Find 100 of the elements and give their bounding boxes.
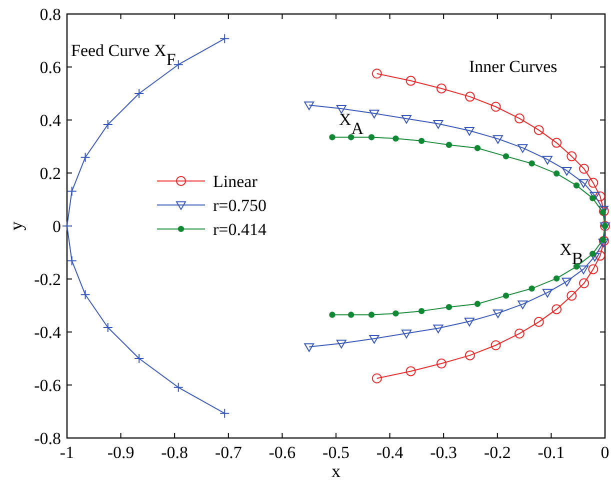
point xyxy=(134,88,144,98)
y-tick-label: -0.8 xyxy=(34,429,61,448)
point xyxy=(392,135,399,142)
point xyxy=(304,102,314,110)
point xyxy=(553,275,560,282)
legend-label: r=0.414 xyxy=(213,220,267,239)
point xyxy=(220,408,230,418)
point xyxy=(418,138,425,144)
point xyxy=(502,153,510,160)
point xyxy=(562,278,572,286)
point xyxy=(502,292,510,299)
point xyxy=(595,191,606,202)
point xyxy=(579,278,590,288)
point xyxy=(401,330,412,338)
point xyxy=(552,138,562,148)
point xyxy=(552,304,562,314)
point xyxy=(336,340,346,348)
point xyxy=(336,104,346,114)
point xyxy=(392,310,399,317)
y-tick-label: 0.8 xyxy=(40,5,61,24)
x-axis-title: x xyxy=(332,461,340,481)
y-tick-label: 0.6 xyxy=(40,58,61,77)
point xyxy=(433,120,444,129)
point xyxy=(80,290,90,300)
point xyxy=(542,288,552,298)
point xyxy=(588,264,598,274)
x-tick-label: -0.2 xyxy=(484,443,511,462)
y-axis-title: y xyxy=(6,222,26,230)
point xyxy=(436,83,446,94)
point xyxy=(220,34,230,44)
y-tick-label: -0.6 xyxy=(34,376,61,395)
point xyxy=(102,120,113,130)
point xyxy=(369,334,380,344)
point xyxy=(553,170,560,177)
legend-label: r=0.750 xyxy=(213,196,266,215)
point xyxy=(348,312,354,318)
point xyxy=(406,366,416,376)
point xyxy=(464,350,475,360)
point xyxy=(102,322,113,332)
point xyxy=(528,160,535,167)
point xyxy=(518,300,528,310)
x-tick-label: -0.3 xyxy=(430,443,458,462)
point xyxy=(590,192,600,201)
point xyxy=(566,290,577,301)
point xyxy=(534,316,544,327)
point xyxy=(372,373,382,384)
y-tick-label: 0.4 xyxy=(40,111,62,130)
point xyxy=(528,285,535,292)
point xyxy=(406,76,416,86)
x-tick-label: -0.8 xyxy=(161,443,188,462)
point xyxy=(368,134,375,140)
x-tick-label: -0.4 xyxy=(376,443,404,462)
point xyxy=(80,152,90,162)
point xyxy=(372,68,382,79)
x-tick-label: -0.9 xyxy=(107,443,134,462)
point xyxy=(66,256,77,266)
point xyxy=(573,182,580,189)
y-tick-label: 0 xyxy=(52,217,61,236)
point xyxy=(329,134,336,140)
point xyxy=(464,318,474,326)
point xyxy=(436,358,446,369)
x-tick-label: -1 xyxy=(60,443,74,462)
point xyxy=(304,343,314,352)
point xyxy=(464,126,474,136)
point xyxy=(598,236,609,246)
point xyxy=(446,304,452,310)
point xyxy=(474,300,481,308)
point xyxy=(446,142,452,148)
point xyxy=(518,144,528,153)
point xyxy=(173,382,184,392)
point xyxy=(566,151,577,162)
point xyxy=(348,134,354,140)
point xyxy=(464,92,475,102)
point xyxy=(492,135,503,144)
point xyxy=(401,115,412,124)
point xyxy=(542,156,552,164)
point xyxy=(578,179,588,188)
point xyxy=(598,238,608,248)
legend-label: Linear xyxy=(213,172,258,191)
point xyxy=(134,354,144,364)
point xyxy=(418,308,425,314)
y-tick-label: -0.4 xyxy=(34,323,62,342)
point xyxy=(562,166,572,176)
point xyxy=(66,186,77,196)
point xyxy=(534,125,544,136)
x-tick-label: -0.5 xyxy=(322,443,350,462)
point xyxy=(588,178,598,188)
point xyxy=(490,340,501,350)
point xyxy=(329,312,336,318)
x-tick-label: -0.1 xyxy=(538,443,565,462)
x-tick-label: 0 xyxy=(600,443,610,462)
point xyxy=(590,250,596,257)
point xyxy=(578,266,588,274)
point xyxy=(514,328,524,339)
point xyxy=(368,312,375,318)
point xyxy=(595,250,606,261)
point xyxy=(474,144,481,152)
annotation: Inner Curves xyxy=(469,57,558,76)
point xyxy=(490,102,501,112)
point xyxy=(433,324,444,334)
